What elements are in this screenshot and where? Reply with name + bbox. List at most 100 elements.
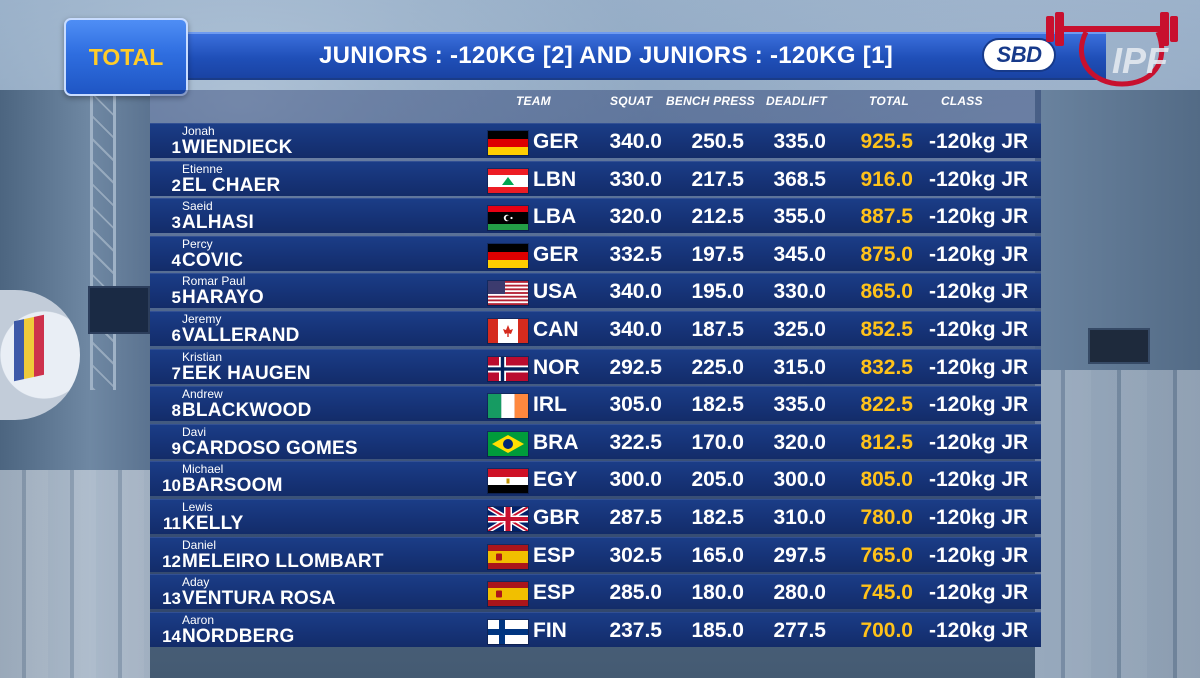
bench-value: 165.0 (691, 543, 744, 567)
rank: 2 (171, 175, 181, 195)
venue-monitor (88, 286, 150, 334)
athlete-last-name: WIENDIECK (182, 137, 293, 158)
squat-value: 287.5 (609, 505, 662, 529)
total-value: 805.0 (860, 468, 913, 492)
squat-value: 237.5 (609, 618, 662, 642)
weight-class: -120kg JR (929, 430, 1029, 454)
title-bar: JUNIORS : -120KG [2] AND JUNIORS : -120K… (186, 32, 1106, 80)
athlete-first-name: Aday (182, 575, 210, 590)
bench-value: 225.0 (691, 355, 744, 379)
athlete-last-name: BARSOOM (182, 475, 283, 497)
squat-value: 292.5 (609, 355, 662, 379)
athlete-first-name: Lewis (182, 499, 213, 514)
bench-value: 180.0 (691, 581, 744, 605)
total-value: 822.5 (860, 393, 913, 417)
bench-value: 205.0 (691, 468, 744, 492)
rank: 13 (162, 589, 181, 609)
canada-flag-icon (488, 318, 528, 343)
deadlift-value: 335.0 (773, 393, 826, 417)
finland-flag-icon (488, 619, 528, 644)
deadlift-value: 280.0 (773, 581, 826, 605)
total-value: 916.0 (860, 167, 913, 191)
venue-tv-right (1088, 328, 1150, 364)
rank: 1 (171, 138, 181, 157)
lebanon-flag-icon (488, 168, 528, 193)
deadlift-value: 355.0 (773, 205, 826, 229)
squat-value: 305.0 (609, 393, 662, 417)
team-code: ESP (533, 581, 576, 605)
egypt-flag-icon (488, 469, 528, 494)
table-row: 5 Romar Paul HARAYO USA 340.0 195.0 330.0 865.0… (150, 273, 1041, 309)
athlete-first-name: Jonah (182, 124, 215, 138)
athlete-first-name: Saeid (182, 199, 213, 214)
rank: 5 (171, 288, 181, 308)
table-row: 1 Jonah WIENDIECK GER 340.0 250.5 335.0 925.5 -1… (150, 123, 1041, 158)
bench-value: 182.5 (691, 393, 744, 417)
bench-value: 217.5 (691, 167, 744, 191)
audience-chairs-left (0, 470, 150, 678)
bench-value: 195.0 (691, 280, 744, 304)
squat-value: 340.0 (609, 317, 662, 341)
rank: 11 (163, 513, 181, 533)
table-row: 11 Lewis KELLY GBR 287.5 182.5 310.0 780.0 -120k… (150, 498, 1041, 534)
team-code: FIN (533, 618, 567, 642)
ipf-logo-text: IPF (1112, 40, 1169, 81)
athlete-last-name: CARDOSO GOMES (182, 437, 358, 459)
rank: 7 (171, 363, 181, 383)
table-header: TEAM SQUAT BENCH PRESS DEADLIFT TOTAL CL… (150, 94, 1041, 112)
weight-class: -120kg JR (929, 355, 1029, 379)
weight-class: -120kg JR (929, 618, 1029, 642)
team-code: GER (533, 242, 579, 266)
weight-class: -120kg JR (929, 581, 1029, 605)
athlete-last-name: ALHASI (182, 212, 254, 234)
squat-value: 302.5 (609, 543, 662, 567)
team-code: IRL (533, 393, 567, 417)
page-title: JUNIORS : -120KG [2] AND JUNIORS : -120K… (318, 42, 894, 69)
team-code: LBN (533, 167, 577, 191)
athlete-first-name: Romar Paul (182, 274, 246, 289)
bench-value: 187.5 (691, 317, 744, 341)
bench-value: 197.5 (691, 242, 744, 266)
squat-value: 285.0 (609, 581, 662, 605)
ireland-flag-icon (488, 394, 528, 419)
deadlift-value: 325.0 (773, 317, 826, 341)
weight-class: -120kg JR (929, 130, 1029, 153)
squat-value: 340.0 (609, 280, 662, 304)
rank: 9 (171, 438, 181, 458)
team-code: NOR (533, 355, 580, 379)
norway-flag-icon (488, 356, 528, 381)
bench-value: 212.5 (691, 205, 744, 229)
total-value: 812.5 (860, 430, 913, 454)
deadlift-value: 330.0 (773, 280, 826, 304)
column-header-deadlift: DEADLIFT (766, 94, 827, 108)
weight-class: -120kg JR (929, 280, 1029, 304)
deadlift-value: 368.5 (773, 167, 826, 191)
stage-truss (90, 90, 116, 390)
banner-flag-graphic (14, 314, 44, 382)
team-code: USA (533, 280, 578, 304)
squat-value: 340.0 (609, 130, 662, 153)
total-value: 887.5 (860, 205, 913, 229)
deadlift-value: 320.0 (773, 430, 826, 454)
table-row: 10 Michael BARSOOM EGY 300.0 205.0 300.0 805.0-… (150, 461, 1041, 497)
bench-value: 250.5 (691, 130, 744, 153)
rank: 14 (162, 626, 181, 646)
sbd-logo-text: SBD (996, 42, 1042, 67)
total-value: 852.5 (860, 317, 913, 341)
total-value: 865.0 (860, 280, 913, 304)
total-value: 745.0 (860, 581, 913, 605)
team-code: GBR (533, 505, 580, 529)
table-row: 4 Percy COVIC GER 332.5 197.5 345.0 875.0 -120kg… (150, 235, 1041, 271)
deadlift-value: 335.0 (773, 130, 826, 153)
athlete-first-name: Davi (182, 424, 207, 439)
athlete-first-name: Percy (182, 236, 213, 251)
brazil-flag-icon (488, 431, 528, 456)
athlete-first-name: Michael (182, 462, 224, 477)
germany-flag-icon (488, 131, 528, 155)
ipf-logo: IPF (1042, 10, 1200, 88)
rank: 3 (171, 213, 181, 233)
deadlift-value: 315.0 (773, 355, 826, 379)
total-value: 780.0 (860, 505, 913, 529)
total-value: 925.5 (860, 130, 913, 153)
table-row: 6 Jeremy VALLERAND CAN 340.0 187.5 325.0 852.5-… (150, 310, 1041, 346)
